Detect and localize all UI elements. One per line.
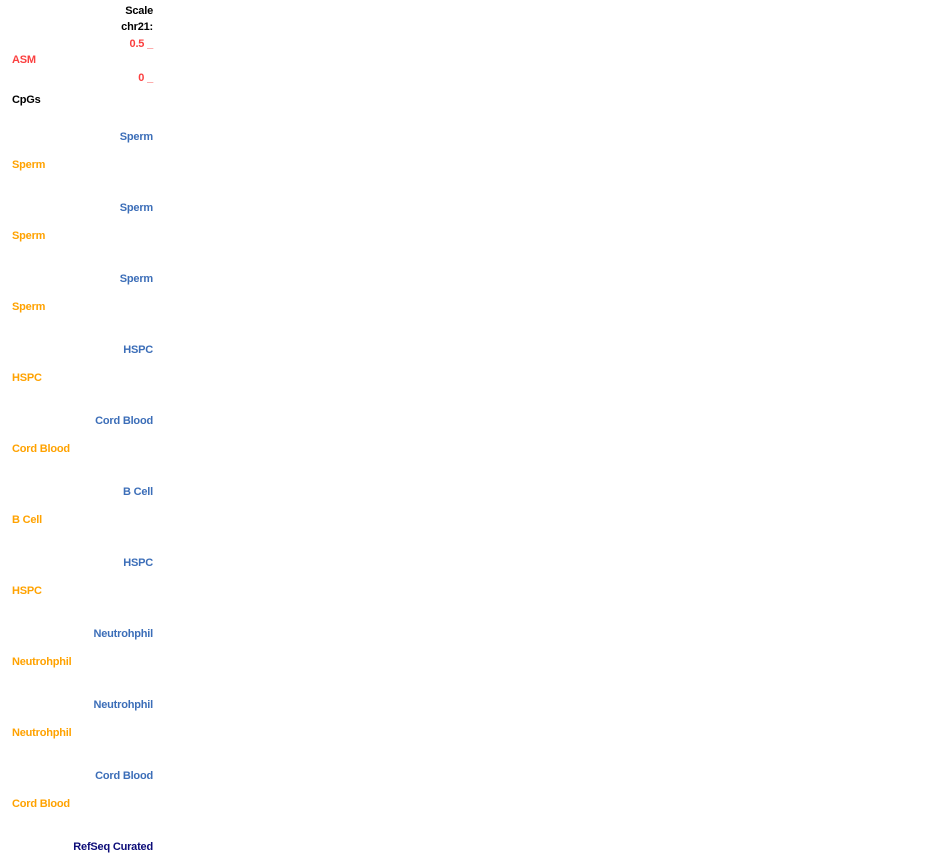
- blue-track-label-sperm-1[interactable]: Sperm: [119, 131, 153, 143]
- orange-track-label-neutrophil-2[interactable]: Neutrohphil: [12, 727, 72, 739]
- orange-track-label-hspc-2[interactable]: HSPC: [12, 585, 42, 597]
- orange-track-label-b-cell[interactable]: B Cell: [12, 514, 42, 526]
- blue-track-label-sperm-2[interactable]: Sperm: [119, 202, 153, 214]
- orange-track-label-sperm-1[interactable]: Sperm: [12, 159, 46, 171]
- blue-track-label-cord-blood-2[interactable]: Cord Blood: [95, 770, 153, 782]
- blue-track-label-sperm-3[interactable]: Sperm: [119, 273, 153, 285]
- orange-track-label-cord-blood-2[interactable]: Cord Blood: [12, 798, 70, 810]
- track-label-refseq-curated[interactable]: RefSeq Curated: [73, 841, 153, 853]
- blue-track-label-hspc-1[interactable]: HSPC: [123, 344, 153, 356]
- scale-title: Scale: [125, 5, 153, 17]
- blue-track-label-neutrophil-2[interactable]: Neutrohphil: [93, 699, 153, 711]
- asm-axis-max-tick: 0.5 _: [129, 38, 154, 50]
- track-label-cpgs[interactable]: CpGs: [12, 94, 41, 106]
- asm-axis-min-tick: 0 _: [138, 72, 153, 84]
- blue-track-label-b-cell[interactable]: B Cell: [123, 486, 153, 498]
- chromosome-position-label: chr21:: [121, 21, 153, 33]
- blue-track-label-hspc-2[interactable]: HSPC: [123, 557, 153, 569]
- blue-track-label-cord-blood-1[interactable]: Cord Blood: [95, 415, 153, 427]
- orange-track-label-neutrophil-1[interactable]: Neutrohphil: [12, 656, 72, 668]
- blue-track-label-neutrophil-1[interactable]: Neutrohphil: [93, 628, 153, 640]
- orange-track-label-cord-blood-1[interactable]: Cord Blood: [12, 443, 70, 455]
- orange-track-label-sperm-2[interactable]: Sperm: [12, 230, 46, 242]
- orange-track-label-hspc-1[interactable]: HSPC: [12, 372, 42, 384]
- orange-track-label-sperm-3[interactable]: Sperm: [12, 301, 46, 313]
- track-label-asm[interactable]: ASM: [12, 54, 36, 66]
